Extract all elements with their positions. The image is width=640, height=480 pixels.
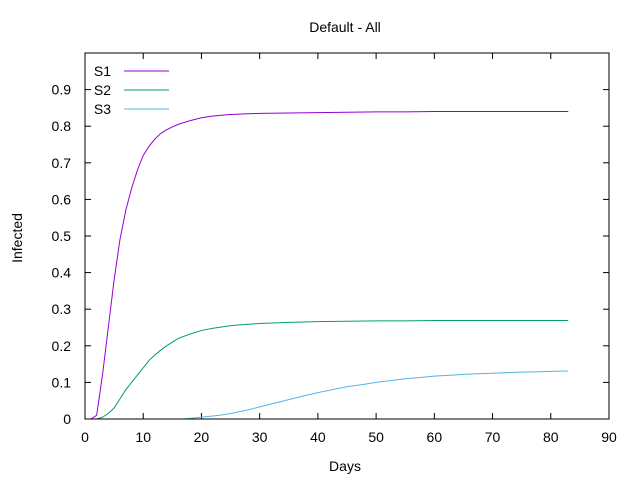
x-tick-label: 40 xyxy=(310,429,326,445)
y-tick-label: 0.3 xyxy=(52,301,72,317)
x-tick-label: 0 xyxy=(81,429,89,445)
legend: S1 S2 S3 xyxy=(94,63,169,117)
x-tick-label: 90 xyxy=(601,429,617,445)
y-axis-label: Infected xyxy=(9,213,25,263)
x-tick-label: 80 xyxy=(543,429,559,445)
y-tick-label: 0.2 xyxy=(52,338,72,354)
series-line-s2 xyxy=(90,320,569,420)
x-axis-label: Days xyxy=(329,458,361,474)
tick-marks xyxy=(84,53,610,420)
plot-lines xyxy=(90,111,569,420)
x-tick-label: 10 xyxy=(135,429,151,445)
y-tick-label: 0.6 xyxy=(52,191,72,207)
legend-label: S3 xyxy=(94,101,111,117)
plot-frame xyxy=(84,52,610,420)
x-tick-label: 60 xyxy=(427,429,443,445)
series-line-s1 xyxy=(90,111,569,420)
y-tick-label: 0.7 xyxy=(52,155,72,171)
x-tick-label: 50 xyxy=(368,429,384,445)
y-tick-label: 0.9 xyxy=(52,82,72,98)
x-tick-label: 30 xyxy=(252,429,268,445)
legend-label: S2 xyxy=(94,82,111,98)
series-line-s3 xyxy=(172,370,569,420)
x-tick-label: 20 xyxy=(194,429,210,445)
y-tick-label: 0 xyxy=(63,411,71,427)
y-tick-label: 0.4 xyxy=(52,265,72,281)
y-tick-label: 0.5 xyxy=(52,228,72,244)
tick-labels: 0 10 20 30 40 50 60 70 80 90 0 0.1 0.2 0.3 0.4 0.5 0.6 0.… xyxy=(52,82,617,445)
legend-label: S1 xyxy=(94,63,111,79)
x-tick-label: 70 xyxy=(485,429,501,445)
y-tick-label: 0.1 xyxy=(52,374,72,390)
chart-title: Default - All xyxy=(309,19,381,35)
y-tick-label: 0.8 xyxy=(52,118,72,134)
